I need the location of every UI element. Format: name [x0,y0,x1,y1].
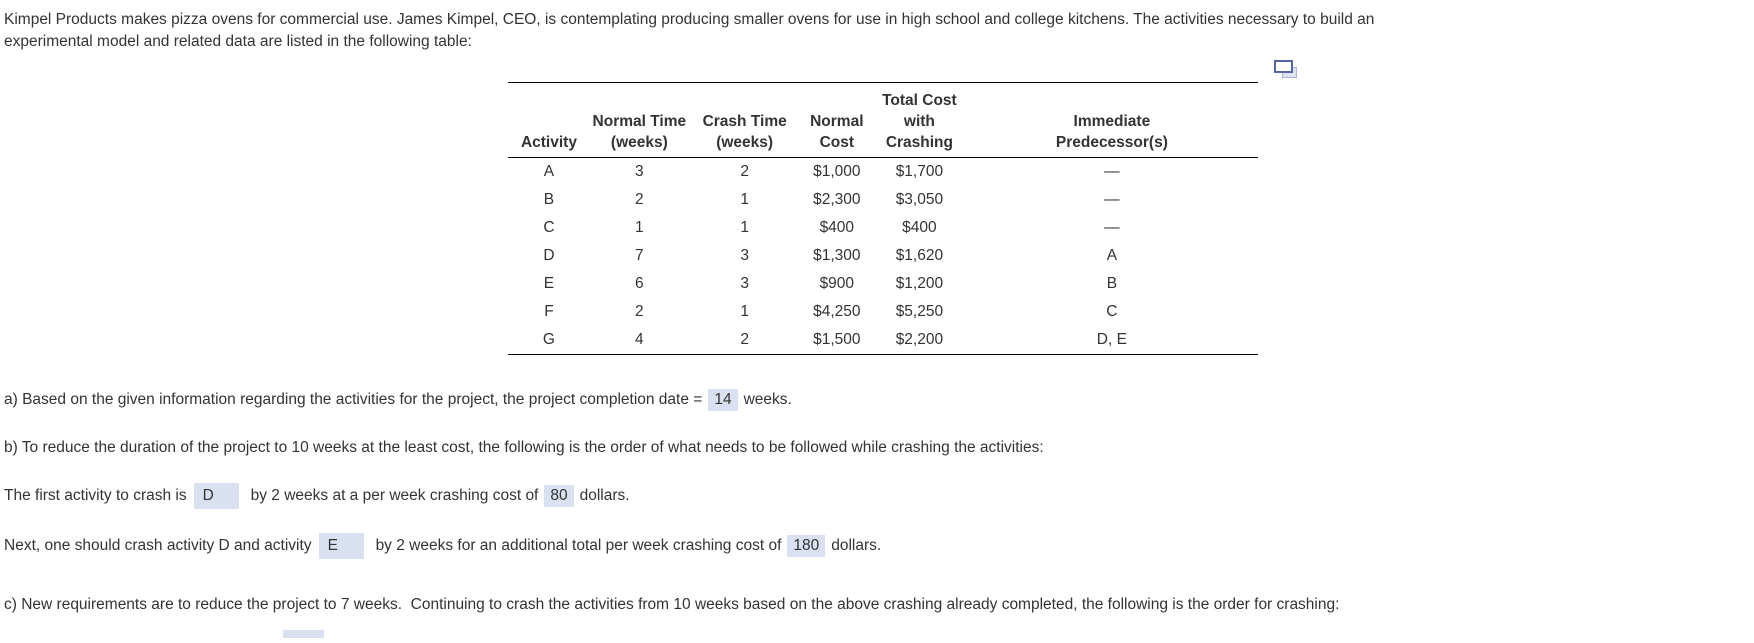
next-crash-suffix: dollars. [831,537,882,554]
problem-statement: Kimpel Products makes pizza ovens for co… [4,9,1374,53]
cell-predecessors: — [1104,163,1120,180]
header-row: Activity Normal Time (weeks) Crash Time (w… [508,82,1258,158]
open-table-in-new-window-icon[interactable] [1274,58,1300,81]
cell-normal-cost: $4,250 [813,303,861,320]
cell-normal-cost: $1,300 [813,247,861,264]
cell-crash-time: 1 [740,191,749,208]
cell-crash-cost: $1,200 [895,275,944,292]
first-crash-mid: by 2 weeks at a per week crashing cost o… [250,487,539,504]
question-a: a) Based on the given information regard… [4,389,792,411]
header-line: Crash Time [702,113,787,130]
question-c-text: c) New requirements are to reduce the pr… [4,596,1340,613]
header-line: with [903,113,935,130]
next-crash-prefix: Next, one should crash activity D and ac… [4,537,312,554]
cell-activity: G [542,331,555,348]
cell-normal-cost: $400 [819,219,855,236]
cell-predecessors: C [1106,303,1118,320]
question-b: b) To reduce the duration of the project… [4,437,1044,458]
cell-activity: A [543,163,555,180]
cell-normal-cost: $2,300 [813,191,861,208]
cell-activity: F [544,303,554,320]
problem-statement-line2: experimental model and related data are … [4,33,472,50]
header-line: Normal Time [592,113,687,130]
col-header-total-cost-with-crashing: Total Cost with Crashing [873,82,966,158]
cell-predecessors: A [1106,247,1118,264]
cell-normal-cost: $1,500 [813,331,861,348]
cell-normal-time: 3 [635,163,644,180]
question-b-text: b) To reduce the duration of the project… [4,439,1044,456]
activity-table-header: Activity Normal Time (weeks) Crash Time (w… [508,82,1258,158]
cell-crash-cost: $5,250 [895,303,944,320]
cell-predecessors: D, E [1096,331,1127,348]
question-c: c) New requirements are to reduce the pr… [4,594,1339,615]
header-line: Normal [810,113,864,130]
table-row-activity-b: B 2 1 $2,300 $3,050 — [508,186,1258,214]
cell-crash-time: 1 [740,219,749,236]
cell-normal-time: 6 [635,275,644,292]
answer-field-completion-date[interactable]: 14 [708,389,738,411]
table-row-activity-c: C 1 1 $400 $400 — [508,214,1258,242]
col-header-normal-time: Normal Time (weeks) [589,82,689,158]
cell-predecessors: B [1106,275,1118,292]
cell-crash-cost: $1,620 [895,247,944,264]
answer-field-first-crash-activity[interactable]: D [193,483,239,509]
cell-predecessors: — [1104,191,1120,208]
cell-normal-time: 7 [635,247,644,264]
header-line: Immediate [1073,113,1151,130]
answer-field-first-crash-cost[interactable]: 80 [544,485,574,507]
cell-activity: C [543,219,555,236]
table-row-activity-g: G 4 2 $1,500 $2,200 D, E [508,326,1258,355]
problem-statement-line1: Kimpel Products makes pizza ovens for co… [4,11,1375,28]
cell-crash-cost: $3,050 [895,191,944,208]
answer-field-next-crash-cost[interactable]: 180 [787,535,826,557]
cell-crash-time: 2 [740,163,749,180]
answer-field-partially-visible[interactable] [283,630,324,638]
table-row-activity-e: E 6 3 $900 $1,200 B [508,270,1258,298]
cell-crash-cost: $1,700 [895,163,944,180]
cell-normal-time: 1 [635,219,644,236]
header-line: Total Cost [882,92,957,109]
activity-table-body: A 3 2 $1,000 $1,700 — B 2 1 $2,300 $3,050 — C 1 1 $40… [508,158,1258,355]
answer-field-next-crash-activity[interactable]: E [318,533,364,559]
next-crash-statement: Next, one should crash activity D and ac… [4,533,881,559]
cell-normal-time: 2 [635,191,644,208]
question-a-suffix: weeks. [743,391,792,408]
header-line: (weeks) [716,134,774,151]
cell-crash-cost: $2,200 [895,331,944,348]
header-line: Cost [819,134,855,151]
cell-normal-time: 2 [635,303,644,320]
popup-icon-front-window [1274,60,1293,73]
header-line: Activity [520,134,577,151]
next-crash-mid: by 2 weeks for an additional total per w… [375,537,782,554]
cell-crash-time: 1 [740,303,749,320]
cell-normal-time: 4 [635,331,644,348]
header-line: Predecessor(s) [1055,134,1168,151]
col-header-activity: Activity [508,82,590,158]
table-row-activity-f: F 2 1 $4,250 $5,250 C [508,298,1258,326]
table-row-activity-a: A 3 2 $1,000 $1,700 — [508,158,1258,187]
cell-activity: E [543,275,555,292]
first-crash-suffix: dollars. [579,487,630,504]
cell-crash-cost: $400 [902,219,937,236]
cell-predecessors: — [1104,219,1120,236]
cell-crash-time: 3 [740,275,749,292]
activity-data-table: Activity Normal Time (weeks) Crash Time (w… [508,82,1258,355]
col-header-immediate-predecessors: Immediate Predecessor(s) [965,82,1258,158]
header-line: (weeks) [610,134,668,151]
col-header-crash-time: Crash Time (weeks) [688,82,801,158]
first-crash-prefix: The first activity to crash is [4,487,187,504]
cell-crash-time: 2 [740,331,749,348]
col-header-normal-cost: Normal Cost [800,82,874,158]
cell-activity: B [543,191,555,208]
cell-normal-cost: $1,000 [813,163,861,180]
cell-normal-cost: $900 [819,275,855,292]
table-row-activity-d: D 7 3 $1,300 $1,620 A [508,242,1258,270]
cell-crash-time: 3 [740,247,749,264]
cell-activity: D [543,247,555,264]
question-a-text: a) Based on the given information regard… [4,391,703,408]
header-line: Crashing [885,134,953,151]
